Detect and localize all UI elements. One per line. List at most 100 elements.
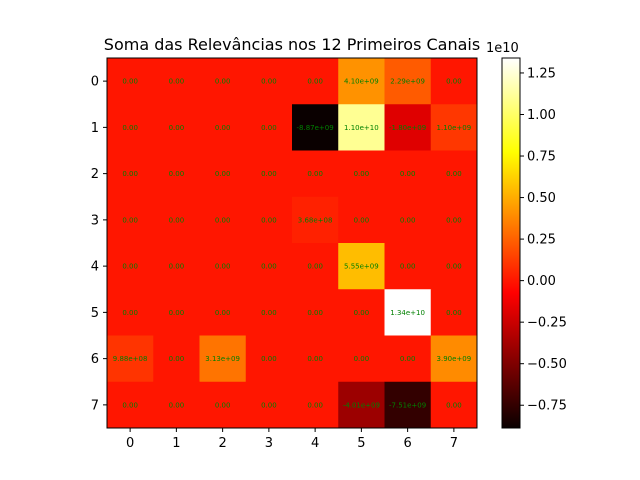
heatmap-cell [199, 289, 247, 336]
heatmap-cell [107, 150, 154, 198]
x-tick-label: 6 [403, 436, 411, 451]
cell-value-label: 0.00 [169, 309, 185, 317]
cell-value-label: 1.34e+10 [390, 309, 425, 317]
cell-value-label: 0.00 [169, 216, 185, 224]
heatmap-cell [338, 196, 385, 244]
cell-value-label: -8.87e+09 [297, 124, 334, 132]
heatmap-cell [430, 196, 478, 244]
heatmap-cell [245, 243, 293, 290]
heatmap-cell [107, 243, 154, 290]
colorbar-tick-label: −0.50 [527, 357, 567, 372]
cell-value-label: 0.00 [446, 78, 462, 86]
cell-value-label: 5.55e+09 [344, 263, 379, 271]
heatmap-cell [338, 104, 385, 151]
cell-value-label: 0.00 [261, 401, 277, 409]
cell-value-label: 0.00 [215, 309, 231, 317]
heatmap-cell [384, 196, 432, 244]
heatmap-cell [245, 289, 293, 336]
cell-value-label: 0.00 [354, 355, 370, 363]
cell-value-label: 3.68e+08 [298, 216, 333, 224]
cell-value-label: 0.00 [446, 309, 462, 317]
cell-value-label: 3.90e+09 [437, 355, 472, 363]
cell-value-label: 1.10e+09 [437, 124, 472, 132]
heatmap-cell [430, 58, 478, 105]
cell-value-label: 0.00 [307, 170, 323, 178]
heatmap-cell [245, 104, 293, 151]
cell-value-label: 0.00 [122, 263, 138, 271]
cell-value-label: -7.51e+09 [389, 401, 426, 409]
cell-value-label: 0.00 [307, 355, 323, 363]
y-tick-label: 6 [91, 352, 99, 367]
colorbar-tick-label: 0.00 [527, 274, 556, 289]
x-tick-label: 7 [450, 436, 458, 451]
y-tick-label: 1 [91, 121, 99, 136]
cell-value-label: 0.00 [261, 263, 277, 271]
cell-value-label: 0.00 [446, 216, 462, 224]
cell-value-label: 0.00 [261, 170, 277, 178]
colorbar-tick-label: −0.25 [527, 316, 567, 331]
colorbar-ticks: −0.75 −0.50 −0.25 0.00 0.25 0.50 0.75 1.00 1.25 [520, 66, 567, 414]
heatmap-cell [292, 196, 339, 244]
heatmap-cell [292, 243, 339, 290]
cell-value-label: 0.00 [215, 170, 231, 178]
heatmap-cell [199, 381, 247, 429]
cell-value-label: 0.00 [261, 216, 277, 224]
chart-title: Soma das Relevâncias nos 12 Primeiros Ca… [104, 35, 480, 54]
cell-value-label: 0.00 [261, 124, 277, 132]
heatmap-cell [199, 104, 247, 151]
cell-value-label: 0.00 [446, 170, 462, 178]
cell-value-label: 0.00 [215, 78, 231, 86]
heatmap-cell [292, 381, 339, 429]
heatmap-cell [384, 335, 432, 383]
cell-value-label: 0.00 [169, 263, 185, 271]
heatmap-cells [107, 58, 478, 429]
heatmap-cell [245, 150, 293, 198]
heatmap-cell [245, 58, 293, 105]
heatmap-cell [153, 58, 200, 105]
cell-value-label: 0.00 [446, 263, 462, 271]
heatmap-frame [106, 57, 478, 429]
heatmap-cell [153, 381, 200, 429]
cell-value-label: 0.00 [261, 309, 277, 317]
cell-value-label: 4.10e+09 [344, 78, 379, 86]
heatmap-cell [107, 58, 154, 105]
heatmap-cell [107, 381, 154, 429]
x-tick-label: 1 [172, 436, 180, 451]
y-tick-label: 0 [91, 75, 99, 90]
cell-value-label: 3.13e+09 [205, 355, 240, 363]
heatmap-cell [153, 335, 200, 383]
heatmap-cell [107, 289, 154, 336]
cell-value-label: 9.88e+08 [113, 355, 148, 363]
heatmap-cell [384, 289, 432, 336]
heatmap-cell [292, 150, 339, 198]
heatmap-cell-labels: 0.00 0.00 0.00 0.00 0.00 4.10e+09 2.29e+09 0.00… [113, 78, 471, 410]
cell-value-label: 0.00 [354, 216, 370, 224]
heatmap-cell [199, 150, 247, 198]
x-tick-label: 2 [218, 436, 226, 451]
heatmap-cell [199, 243, 247, 290]
cell-value-label: 0.00 [169, 355, 185, 363]
x-tick-label: 4 [311, 436, 319, 451]
cell-value-label: 0.00 [400, 355, 416, 363]
heatmap-cell [430, 335, 478, 383]
heatmap-cell [245, 381, 293, 429]
heatmap-cell [384, 150, 432, 198]
cell-value-label: 0.00 [215, 263, 231, 271]
cell-value-label: 0.00 [169, 124, 185, 132]
colorbar-tick-label: 1.00 [527, 108, 556, 123]
heatmap-cell [292, 104, 339, 151]
cell-value-label: 0.00 [400, 170, 416, 178]
heatmap-cell [430, 289, 478, 336]
cell-value-label: 2.29e+09 [390, 78, 425, 86]
y-tick-label: 7 [91, 398, 99, 413]
heatmap-cell [338, 335, 385, 383]
heatmap-cell [107, 196, 154, 244]
heatmap-cell [199, 58, 247, 105]
colorbar-offset-text: 1e10 [486, 41, 519, 56]
cell-value-label: 0.00 [122, 401, 138, 409]
heatmap-cell [430, 104, 478, 151]
y-tick-label: 5 [91, 306, 99, 321]
heatmap-cell [153, 243, 200, 290]
heatmap-cell [107, 335, 154, 383]
heatmap-cell [292, 335, 339, 383]
